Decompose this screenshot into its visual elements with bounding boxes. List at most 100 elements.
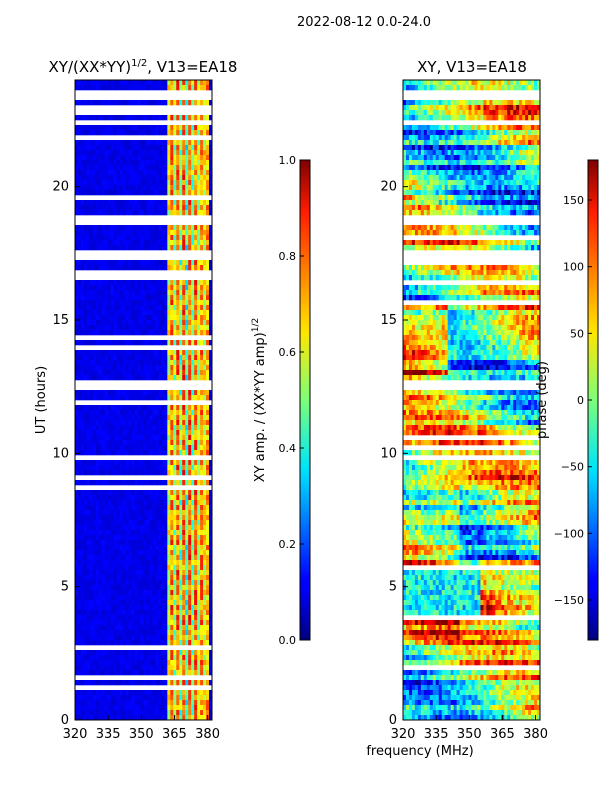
heatmap-cell <box>98 140 103 146</box>
heatmap-cell <box>77 340 82 346</box>
heatmap-cell <box>179 505 183 511</box>
heatmap-cell <box>140 660 144 666</box>
heatmap-cell <box>80 200 85 206</box>
heatmap-cell <box>107 305 112 311</box>
heatmap-cell <box>200 580 204 586</box>
heatmap-cell <box>152 710 156 716</box>
heatmap-cell <box>182 630 186 636</box>
heatmap-cell <box>185 405 189 411</box>
heatmap-cell <box>128 700 132 706</box>
heatmap-cell <box>209 510 213 516</box>
heatmap-cell <box>179 495 183 501</box>
heatmap-cell <box>107 295 112 301</box>
heatmap-cell <box>128 405 132 411</box>
heatmap-cell <box>134 690 138 696</box>
heatmap-cell <box>200 550 204 556</box>
heatmap-cell <box>152 565 156 571</box>
heatmap-cell <box>200 465 204 471</box>
heatmap-cell <box>206 265 210 271</box>
heatmap-cell <box>80 495 85 501</box>
heatmap-cell <box>191 545 195 551</box>
heatmap-cell <box>89 610 94 616</box>
heatmap-cell <box>209 100 213 106</box>
heatmap-cell <box>170 605 174 611</box>
heatmap-cell <box>116 395 121 401</box>
heatmap-cell <box>86 690 91 696</box>
heatmap-cell <box>140 575 144 581</box>
heatmap-cell <box>197 100 201 106</box>
heatmap-cell <box>101 435 106 441</box>
heatmap-cell <box>77 585 82 591</box>
heatmap-cell <box>119 80 124 86</box>
heatmap-cell <box>140 530 144 536</box>
heatmap-cell <box>89 305 94 311</box>
heatmap-cell <box>197 245 201 251</box>
heatmap-cell <box>179 410 183 416</box>
heatmap-cell <box>146 715 150 721</box>
heatmap-cell <box>101 670 106 676</box>
heatmap-cell <box>537 80 541 86</box>
heatmap-cell <box>176 620 180 626</box>
heatmap-cell <box>83 205 88 211</box>
heatmap-cell <box>98 365 103 371</box>
heatmap-cell <box>140 355 144 361</box>
heatmap-cell <box>155 155 159 161</box>
heatmap-cell <box>176 160 180 166</box>
heatmap-cell <box>209 460 213 466</box>
heatmap-cell <box>185 585 189 591</box>
heatmap-cell <box>83 510 88 516</box>
heatmap-cell <box>125 210 130 216</box>
heatmap-cell <box>131 680 135 686</box>
heatmap-cell <box>203 100 207 106</box>
heatmap-cell <box>80 450 85 456</box>
heatmap-cell <box>92 550 97 556</box>
heatmap-cell <box>80 565 85 571</box>
heatmap-cell <box>80 125 85 131</box>
heatmap-cell <box>194 710 198 716</box>
heatmap-cell <box>173 150 177 156</box>
heatmap-cell <box>149 495 153 501</box>
heatmap-cell <box>179 355 183 361</box>
heatmap-cell <box>179 225 183 231</box>
heatmap-cell <box>131 710 135 716</box>
heatmap-cell <box>116 635 121 641</box>
heatmap-cell <box>119 665 124 671</box>
heatmap-cell <box>92 555 97 561</box>
heatmap-cell <box>167 615 171 621</box>
heatmap-cell <box>197 520 201 526</box>
heatmap-cell <box>104 715 109 721</box>
heatmap-cell <box>116 290 121 296</box>
heatmap-cell <box>450 80 455 86</box>
heatmap-cell <box>173 715 177 721</box>
heatmap-cell <box>167 390 171 396</box>
heatmap-cell <box>200 100 204 106</box>
heatmap-cell <box>89 440 94 446</box>
heatmap-cell <box>146 570 150 576</box>
heatmap-cell <box>101 465 106 471</box>
heatmap-cell <box>149 500 153 506</box>
heatmap-cell <box>83 305 88 311</box>
heatmap-cell <box>134 680 138 686</box>
heatmap-cell <box>80 395 85 401</box>
heatmap-cell <box>158 245 162 251</box>
heatmap-cell <box>137 355 141 361</box>
heatmap-cell <box>161 365 165 371</box>
heatmap-cell <box>191 600 195 606</box>
heatmap-cell <box>507 85 511 91</box>
heatmap-cell <box>170 240 174 246</box>
heatmap-cell <box>164 460 168 466</box>
heatmap-cell <box>206 480 210 486</box>
heatmap-cell <box>197 585 201 591</box>
heatmap-cell <box>137 610 141 616</box>
heatmap-cell <box>128 670 132 676</box>
heatmap-cell <box>89 125 94 131</box>
heatmap-cell <box>194 490 198 496</box>
heatmap-cell <box>80 320 85 326</box>
heatmap-cell <box>107 300 112 306</box>
heatmap-cell <box>176 530 180 536</box>
heatmap-cell <box>98 585 103 591</box>
heatmap-cell <box>95 620 100 626</box>
heatmap-cell <box>188 295 192 301</box>
heatmap-cell <box>95 180 100 186</box>
heatmap-cell <box>107 710 112 716</box>
